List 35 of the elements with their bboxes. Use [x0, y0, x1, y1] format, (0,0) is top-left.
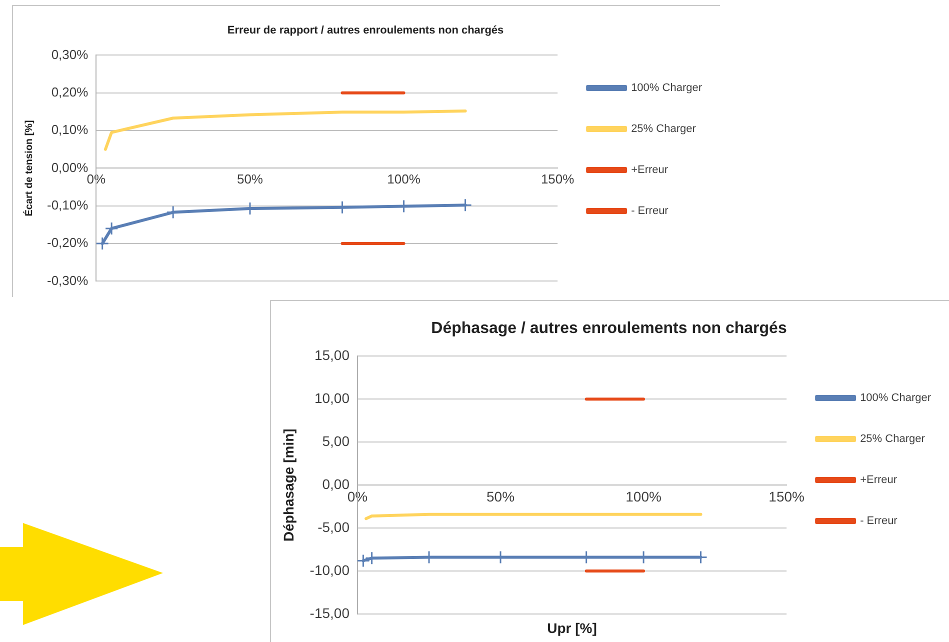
y-tick-label: -0,10%	[46, 197, 89, 212]
x-tick-label: 0%	[86, 172, 106, 187]
legend-label: - Erreur	[860, 515, 898, 528]
x-tick-label: 100%	[626, 488, 662, 504]
legend-label: 100% Charger	[860, 392, 932, 404]
legend-label: - Erreur	[631, 205, 669, 218]
y-axis-title: Écart de tension [%]	[22, 120, 35, 216]
y-tick-label: 0,20%	[51, 84, 89, 100]
legend-label: +Erreur	[860, 474, 898, 486]
chart-title: Erreur de rapport / autres enroulements non chargés	[227, 24, 504, 37]
y-tick-label: 0,00%	[51, 160, 89, 175]
legend-label: 25% Charger	[860, 433, 926, 446]
legend-label: +Erreur	[631, 164, 668, 176]
y-tick-label: 0,00	[322, 476, 350, 492]
x-tick-label: 50%	[236, 172, 264, 187]
x-tick-label: 150%	[540, 172, 575, 187]
y-tick-label: -0,30%	[46, 272, 89, 288]
x-tick-label: 0%	[347, 488, 368, 504]
x-tick-label: 150%	[768, 488, 804, 504]
y-tick-label: 0,10%	[51, 122, 89, 138]
x-axis-title: Upr [%]	[547, 620, 597, 636]
x-tick-label: 100%	[387, 172, 421, 187]
y-tick-label: 10,00	[314, 390, 350, 406]
chart-title: Déphasage / autres enroulements non chargés	[431, 320, 787, 338]
y-tick-label: -10,00	[310, 562, 350, 578]
legend-label: 100% Charger	[631, 82, 702, 94]
y-tick-label: -5,00	[318, 518, 350, 535]
y-tick-label: -15,00	[310, 604, 350, 621]
y-tick-label: -0,20%	[46, 235, 89, 250]
legend-label: 25% Charger	[631, 123, 696, 136]
x-tick-label: 50%	[486, 488, 515, 504]
y-axis-title: Déphasage [min]	[280, 428, 296, 542]
y-tick-label: 0,30%	[51, 46, 89, 62]
y-tick-label: 5,00	[322, 432, 350, 449]
y-tick-label: 15,00	[314, 347, 350, 364]
